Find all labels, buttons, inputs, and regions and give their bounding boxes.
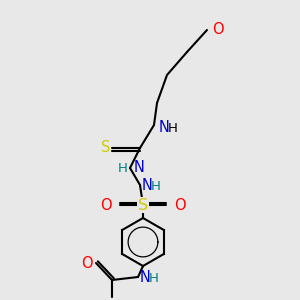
Text: N: N bbox=[140, 269, 151, 284]
Text: O: O bbox=[100, 197, 112, 212]
Text: O: O bbox=[81, 256, 93, 271]
Text: H: H bbox=[149, 272, 159, 284]
Text: S: S bbox=[100, 140, 110, 155]
Text: H: H bbox=[151, 179, 161, 193]
Text: N: N bbox=[159, 119, 170, 134]
Text: H: H bbox=[118, 161, 128, 175]
Text: N: N bbox=[142, 178, 153, 193]
Text: H: H bbox=[168, 122, 178, 134]
Text: O: O bbox=[174, 197, 186, 212]
Text: O: O bbox=[212, 22, 224, 38]
Text: S: S bbox=[138, 197, 148, 212]
Text: N: N bbox=[134, 160, 145, 175]
